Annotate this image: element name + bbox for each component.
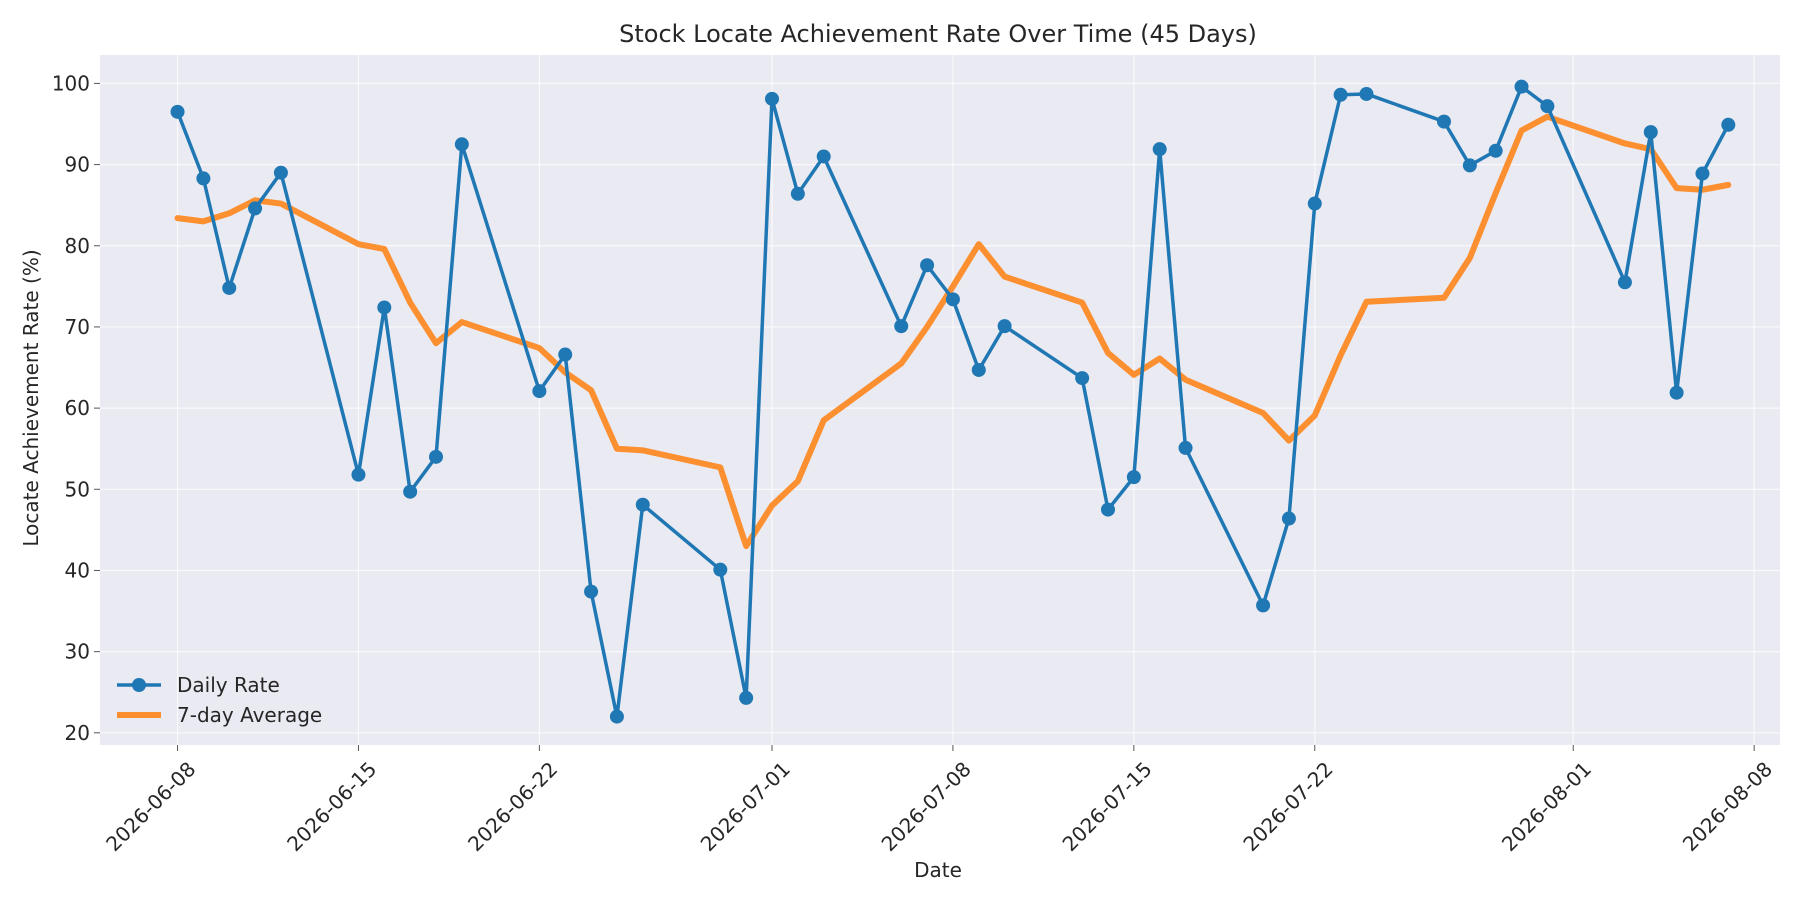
plot-area xyxy=(100,55,1780,745)
daily-rate-point xyxy=(1152,142,1167,157)
daily-rate-point xyxy=(558,347,573,362)
daily-rate-point xyxy=(222,280,237,295)
daily-rate-point xyxy=(170,104,185,119)
legend-average-label: 7-day Average xyxy=(177,703,322,727)
daily-rate-point xyxy=(1488,143,1503,158)
daily-rate-point xyxy=(248,201,263,216)
y-tick-label: 60 xyxy=(65,396,90,420)
daily-rate-point xyxy=(945,292,960,307)
daily-rate-point xyxy=(1669,385,1684,400)
daily-rate-point xyxy=(1307,196,1322,211)
daily-rate-point xyxy=(739,690,754,705)
daily-rate-point xyxy=(1437,114,1451,129)
daily-rate-point xyxy=(1101,502,1115,517)
daily-rate-point xyxy=(454,137,469,152)
daily-rate-point xyxy=(997,319,1012,334)
daily-rate-point xyxy=(790,186,805,201)
y-tick-label: 80 xyxy=(65,234,90,258)
x-axis-label: Date xyxy=(914,858,962,882)
daily-rate-point xyxy=(532,384,547,399)
y-tick-label: 50 xyxy=(65,477,90,501)
daily-rate-point xyxy=(273,165,288,180)
x-tick-label: 2026-06-08 xyxy=(101,757,200,856)
daily-rate-point xyxy=(377,300,392,315)
daily-rate-point xyxy=(1281,511,1296,526)
y-tick-label: 90 xyxy=(65,153,90,177)
daily-rate-point xyxy=(1333,87,1348,102)
legend-daily-rate-label: Daily Rate xyxy=(177,673,280,697)
daily-rate-point xyxy=(971,362,986,377)
daily-rate-point xyxy=(403,484,418,499)
x-tick-label: 2026-07-01 xyxy=(696,757,795,856)
x-tick-label: 2026-07-15 xyxy=(1058,757,1157,856)
y-tick-label: 70 xyxy=(65,315,90,339)
daily-rate-point xyxy=(1256,598,1271,613)
daily-rate-point xyxy=(1359,86,1374,101)
average-line xyxy=(174,113,1732,550)
daily-rate-point xyxy=(920,258,935,273)
y-tick-label: 30 xyxy=(65,640,90,664)
x-axis: 2026-06-08 2026-06-15 2026-06-22 2026-07-01… xyxy=(101,745,1777,856)
daily-rate-point xyxy=(1462,158,1477,173)
x-tick-label: 2026-08-01 xyxy=(1497,757,1596,856)
y-tick-label: 40 xyxy=(65,558,90,582)
x-tick-label: 2026-07-22 xyxy=(1238,757,1337,856)
daily-rate-point xyxy=(635,497,650,512)
daily-rate-point xyxy=(816,149,831,164)
daily-rate-point xyxy=(1695,166,1710,181)
daily-rate-point xyxy=(196,171,211,186)
daily-rate-point xyxy=(1617,275,1632,290)
daily-rate-point xyxy=(351,467,366,482)
legend: Daily Rate 7-day Average xyxy=(117,673,322,727)
daily-rate-point xyxy=(1514,79,1529,94)
daily-rate-point xyxy=(765,91,779,106)
daily-rate-point xyxy=(1126,470,1141,485)
x-tick-label: 2026-06-22 xyxy=(463,757,562,856)
series-layer xyxy=(170,79,1736,724)
x-tick-label: 2026-06-15 xyxy=(282,757,381,856)
y-axis: 20 30 40 50 60 70 80 90 100 xyxy=(52,71,100,745)
daily-rate-point xyxy=(1643,125,1658,140)
daily-rate-point xyxy=(1178,440,1193,455)
daily-rate-point xyxy=(609,709,624,724)
daily-rate-point xyxy=(1540,99,1555,114)
y-axis-label: Locate Achievement Rate (%) xyxy=(19,249,43,546)
daily-rate-point xyxy=(1075,371,1090,386)
y-tick-label: 20 xyxy=(65,721,90,745)
legend-daily-rate-marker xyxy=(132,678,146,692)
daily-rate-point xyxy=(1721,117,1736,132)
y-tick-label: 100 xyxy=(52,71,90,95)
daily-rate-point xyxy=(713,562,728,577)
x-tick-label: 2026-08-08 xyxy=(1678,757,1777,856)
daily-rate-point xyxy=(429,449,443,464)
daily-rate-point xyxy=(584,584,599,599)
x-tick-label: 2026-07-08 xyxy=(877,757,976,856)
daily-rate-point xyxy=(894,319,909,334)
chart-title: Stock Locate Achievement Rate Over Time … xyxy=(619,20,1257,48)
